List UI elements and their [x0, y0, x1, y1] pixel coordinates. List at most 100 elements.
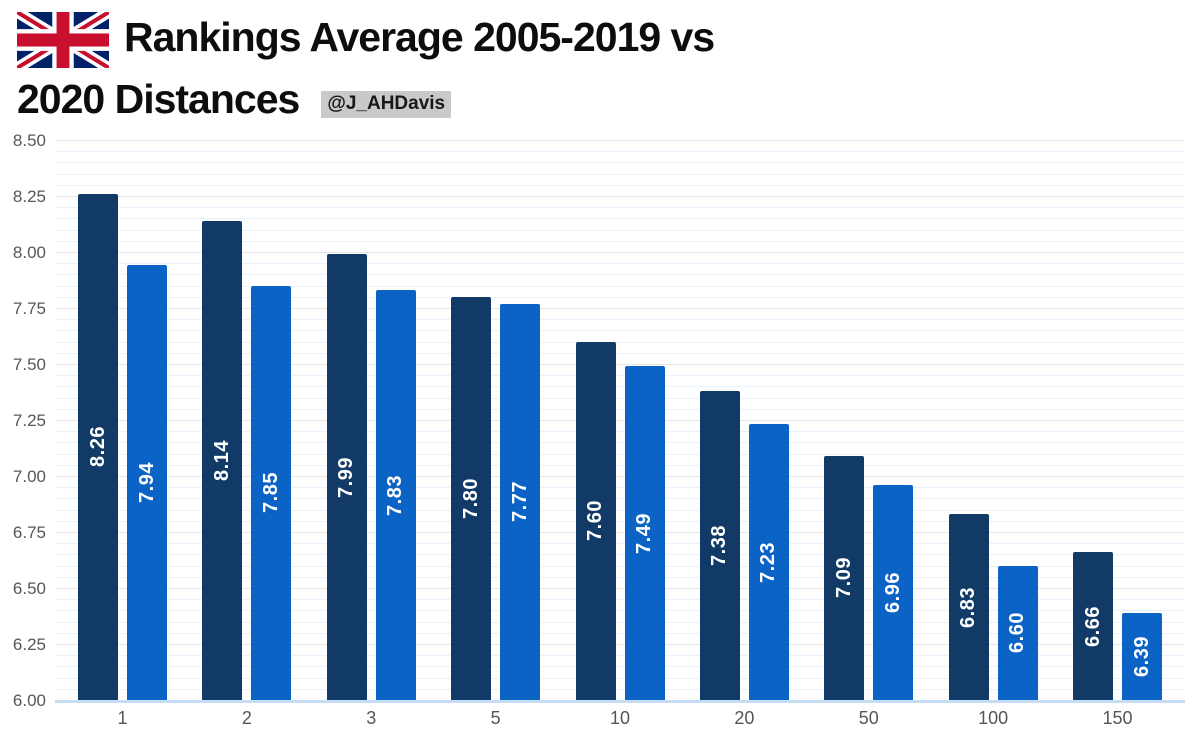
bar-2005-2019-2: 8.14: [202, 220, 243, 700]
minor-gridline: [55, 543, 1185, 545]
bar-2020-100: 6.60: [997, 565, 1038, 700]
major-gridline: [55, 476, 1185, 477]
minor-gridline: [55, 487, 1185, 489]
uk-flag-icon: [17, 12, 109, 68]
bar-value-label: 6.60: [1006, 612, 1029, 654]
chart-title-line2: 2020 Distances: [17, 76, 300, 122]
x-tick-label: 100: [978, 708, 1009, 728]
minor-gridline: [55, 229, 1185, 231]
minor-gridline: [55, 677, 1185, 679]
bar-value-label: 7.23: [757, 541, 780, 583]
bar-value-label: 7.09: [832, 557, 855, 599]
bar-value-label: 7.99: [335, 456, 358, 498]
major-gridline: [55, 644, 1185, 645]
minor-gridline: [55, 375, 1185, 377]
minor-gridline: [55, 330, 1185, 332]
bar-2005-2019-100: 6.83: [948, 514, 989, 700]
minor-gridline: [55, 688, 1185, 690]
minor-gridline: [55, 520, 1185, 522]
bar-2020-20: 7.23: [748, 424, 789, 700]
x-tick-label: 2: [241, 708, 252, 728]
bar-2020-150: 6.39: [1122, 612, 1162, 700]
y-tick-label: 6.00: [12, 691, 46, 710]
bar-2005-2019-150: 6.66: [1073, 552, 1113, 700]
x-axis-baseline: [55, 700, 1185, 703]
minor-gridline: [55, 352, 1185, 354]
minor-gridline: [55, 162, 1185, 164]
minor-gridline: [55, 173, 1185, 175]
bar-2005-2019-10: 7.60: [575, 341, 616, 700]
major-gridline: [55, 532, 1185, 533]
y-tick-label: 6.75: [12, 523, 46, 542]
minor-gridline: [55, 599, 1185, 601]
bar-2005-2019-5: 7.80: [451, 296, 492, 700]
minor-gridline: [55, 610, 1185, 612]
minor-gridline: [55, 386, 1185, 388]
minor-gridline: [55, 285, 1185, 287]
minor-gridline: [55, 442, 1185, 444]
minor-gridline: [55, 431, 1185, 433]
author-badge: @J_AHDavis: [321, 91, 452, 118]
bar-2020-1: 7.94: [127, 265, 167, 700]
x-axis: 1 2 3 5 10 20 50 100 150: [55, 708, 1185, 738]
minor-gridline: [55, 184, 1185, 186]
minor-gridline: [55, 319, 1185, 321]
bar-2020-10: 7.49: [624, 366, 665, 700]
bar-value-label: 7.85: [259, 472, 282, 514]
bar-2005-2019-20: 7.38: [699, 390, 740, 700]
bar-2005-2019-3: 7.99: [326, 254, 367, 700]
bar-2020-2: 7.85: [251, 285, 292, 700]
major-gridline: [55, 196, 1185, 197]
bar-value-label: 6.39: [1130, 635, 1153, 677]
bar-2005-2019-50: 7.09: [824, 455, 865, 700]
bar-value-label: 8.14: [210, 439, 233, 481]
bar-2005-2019-1: 8.26: [78, 193, 118, 700]
minor-gridline: [55, 151, 1185, 153]
x-tick-label: 150: [1102, 708, 1133, 728]
bar-2020-3: 7.83: [375, 290, 416, 700]
minor-gridline: [55, 666, 1185, 668]
minor-gridline: [55, 498, 1185, 500]
minor-gridline: [55, 565, 1185, 567]
major-gridline: [55, 364, 1185, 365]
chart-header: Rankings Average 2005-2019 vs 2020 Dista…: [0, 0, 1200, 128]
major-gridline: [55, 252, 1185, 253]
minor-gridline: [55, 218, 1185, 220]
minor-gridline: [55, 408, 1185, 410]
y-tick-label: 7.25: [12, 411, 46, 430]
chart-title-line1: Rankings Average 2005-2019 vs: [124, 14, 715, 60]
bar-value-label: 6.66: [1081, 605, 1104, 647]
minor-gridline: [55, 263, 1185, 265]
minor-gridline: [55, 509, 1185, 511]
y-tick-label: 7.75: [12, 299, 46, 318]
bar-value-label: 6.96: [881, 572, 904, 613]
minor-gridline: [55, 554, 1185, 556]
x-tick-label: 50: [858, 708, 879, 728]
y-tick-label: 7.00: [12, 467, 46, 486]
y-tick-label: 7.50: [12, 355, 46, 374]
minor-gridline: [55, 464, 1185, 466]
minor-gridline: [55, 274, 1185, 276]
bar-value-label: 7.60: [584, 500, 606, 542]
x-tick-label: 1: [117, 708, 128, 728]
bar-2020-5: 7.77: [500, 303, 541, 700]
minor-gridline: [55, 576, 1185, 578]
y-tick-label: 8.50: [12, 131, 46, 150]
x-tick-label: 20: [734, 708, 755, 728]
bar-value-label: 7.38: [708, 524, 731, 566]
minor-gridline: [55, 632, 1185, 634]
bar-value-label: 7.77: [508, 481, 531, 523]
minor-gridline: [55, 240, 1185, 242]
x-tick-label: 5: [490, 708, 501, 728]
bar-value-label: 7.80: [459, 477, 482, 519]
minor-gridline: [55, 655, 1185, 657]
y-axis: 6.00 6.25 6.50 6.75 7.00 7.25 7.50 7.75 8.00 8.25…: [0, 0, 48, 742]
minor-gridline: [55, 296, 1185, 298]
minor-gridline: [55, 621, 1185, 623]
y-tick-label: 8.25: [12, 187, 46, 206]
major-gridline: [55, 420, 1185, 421]
x-tick-label: 10: [609, 708, 631, 728]
minor-gridline: [55, 453, 1185, 455]
